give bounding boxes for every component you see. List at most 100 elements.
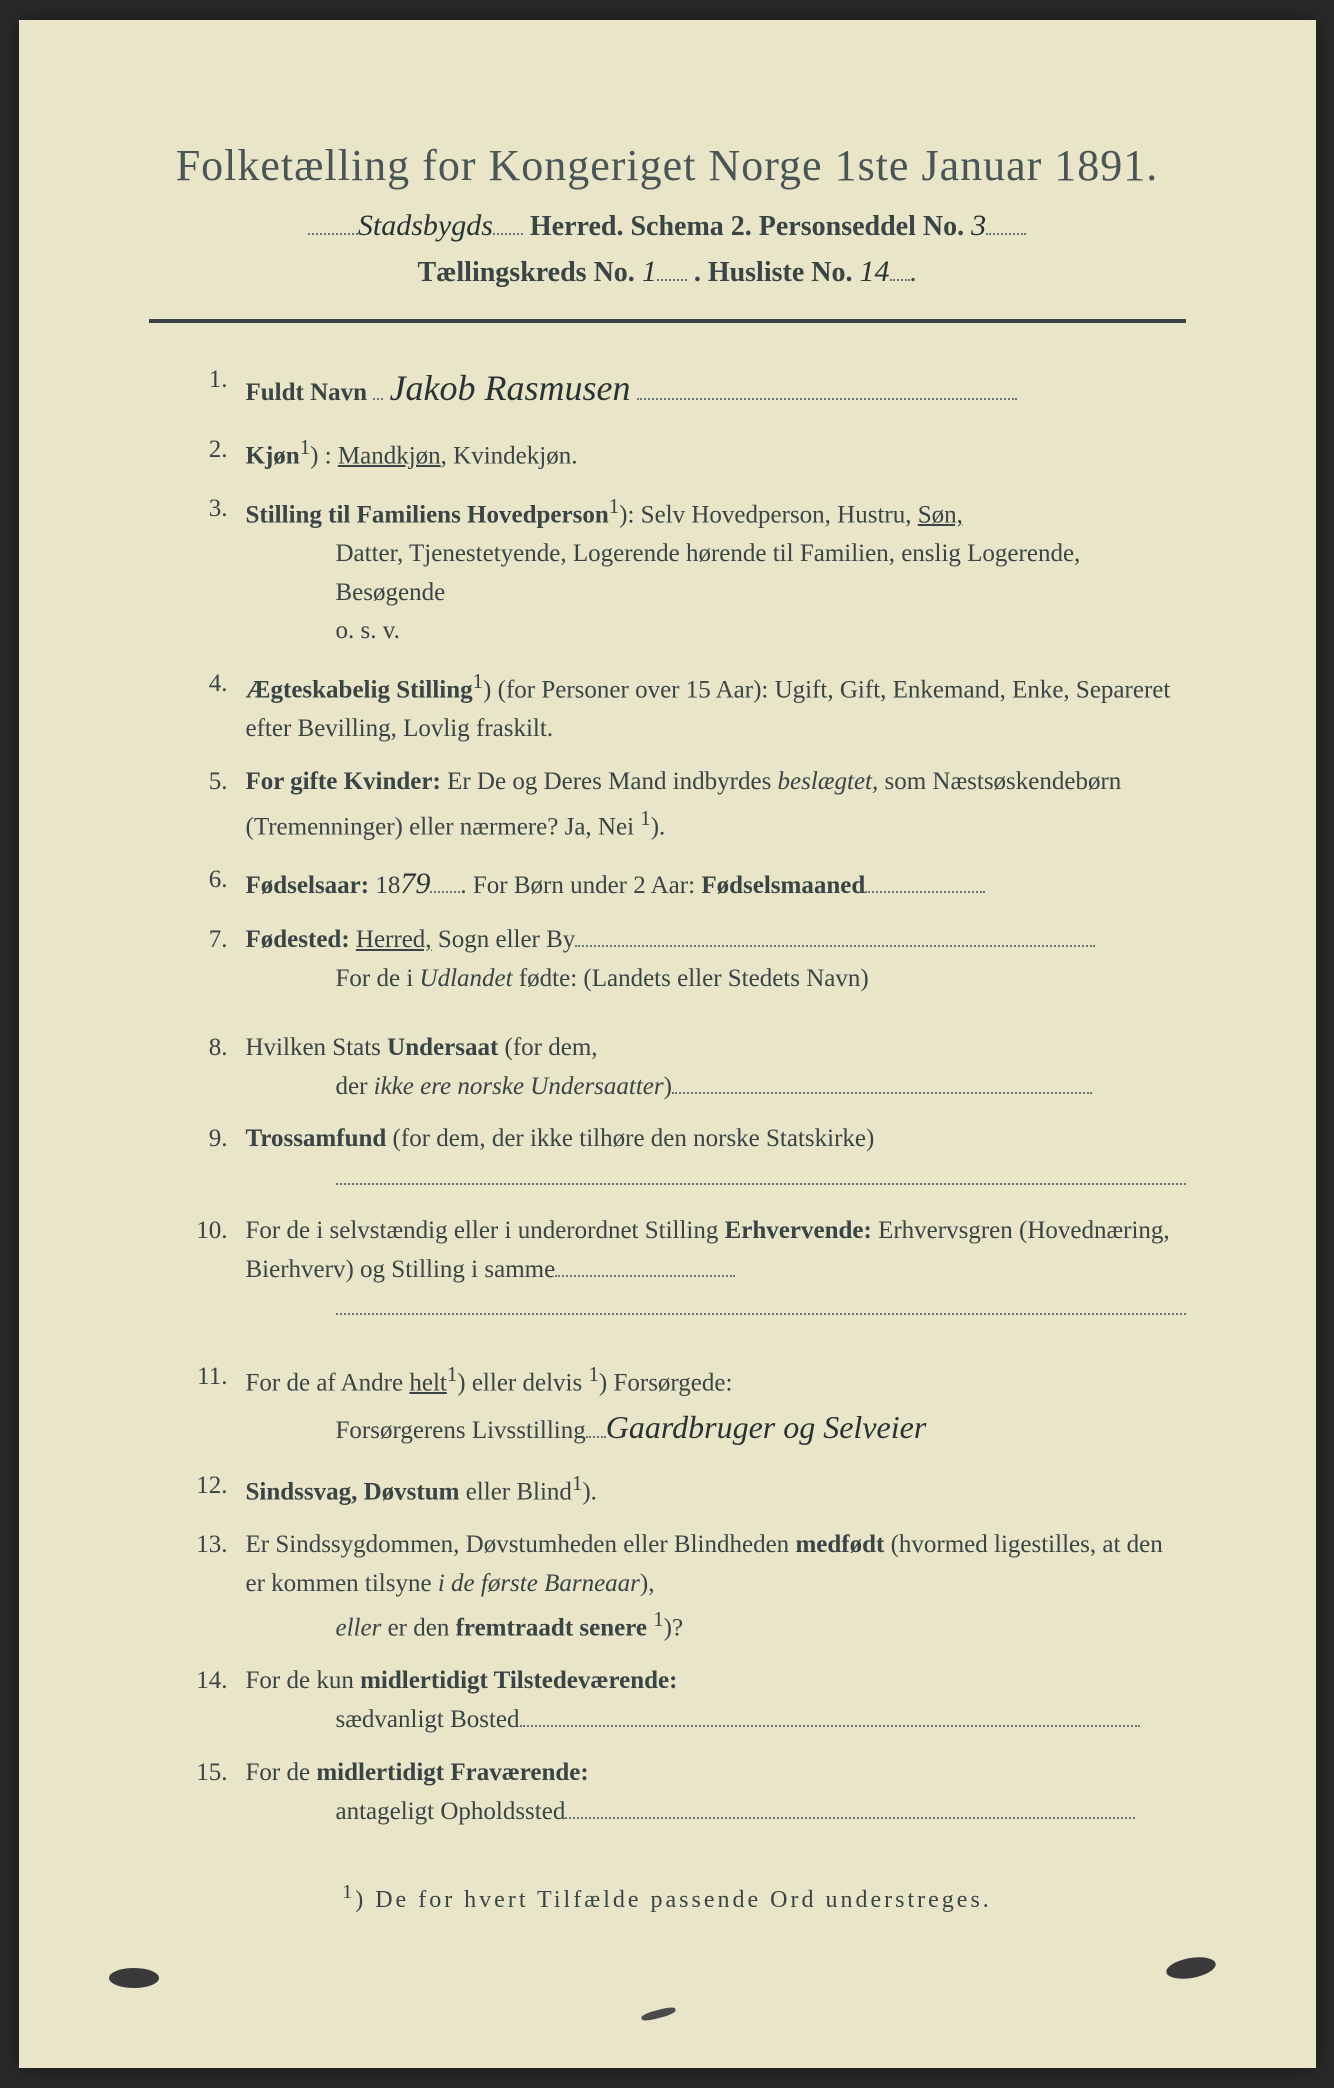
field-3: 3. Stilling til Familiens Hovedperson1):…: [194, 490, 1186, 651]
field-7-underlined: Herred,: [356, 926, 432, 953]
field-3-label: Stilling til Familiens Hovedperson: [246, 501, 609, 528]
field-6-text: . For Børn under 2 Aar:: [460, 872, 701, 899]
field-13-italic2: eller: [336, 1615, 382, 1642]
field-15: 15. For de midlertidigt Fraværende: anta…: [194, 1754, 1186, 1832]
field-8-sub2: ): [664, 1073, 672, 1100]
field-13-italic: i de første Barneaar: [438, 1570, 640, 1597]
field-2-label: Kjøn: [246, 442, 300, 469]
field-11-text-b: ) eller delvis: [457, 1369, 588, 1396]
field-number: 5.: [194, 763, 246, 802]
field-8-text-a: Hvilken Stats: [246, 1034, 388, 1061]
field-number: 8.: [194, 1029, 246, 1068]
taellingskreds-no: 1: [642, 255, 657, 288]
field-13-text-e: )?: [664, 1615, 683, 1642]
field-10-text-a: For de i selvstændig eller i underordnet…: [246, 1217, 725, 1244]
field-11: 11. For de af Andre helt1) eller delvis …: [194, 1358, 1186, 1453]
field-8-sub-italic: ikke ere norske Undersaatter: [374, 1073, 664, 1100]
field-3-text-b: Datter, Tjenestetyende, Logerende hørend…: [246, 535, 1186, 613]
field-number: 1.: [194, 361, 246, 400]
footnote: 1) De for hvert Tilfælde passende Ord un…: [149, 1881, 1186, 1914]
field-6: 6. Fødselsaar: 1879. For Børn under 2 Aa…: [194, 861, 1186, 908]
field-1-label: Fuldt Navn: [246, 379, 368, 406]
field-3-underlined: Søn,: [918, 501, 963, 528]
husliste-no: 14: [860, 255, 890, 288]
field-6-prefix: 18: [369, 872, 400, 899]
field-7-sub: For de i: [336, 965, 420, 992]
field-13: 13. Er Sindssygdommen, Døvstumheden elle…: [194, 1526, 1186, 1649]
field-12-bold: Sindssvag, Døvstum: [246, 1478, 460, 1505]
form-fields-list: 1. Fuldt Navn Jakob Rasmusen 2. Kjøn1) :…: [149, 361, 1186, 1831]
field-8-sub: der: [336, 1073, 374, 1100]
field-13-text-a: Er Sindssygdommen, Døvstumheden eller Bl…: [246, 1531, 796, 1558]
field-number: 13.: [194, 1526, 246, 1565]
field-8-text-b: (for dem,: [498, 1034, 597, 1061]
small-mark: [641, 2006, 677, 2023]
field-12-text: eller Blind: [459, 1478, 571, 1505]
field-1: 1. Fuldt Navn Jakob Rasmusen: [194, 361, 1186, 417]
field-8: 8. Hvilken Stats Undersaat (for dem, der…: [194, 1029, 1186, 1107]
field-11-sub: Forsørgerens Livsstilling: [336, 1417, 586, 1444]
field-13-text-c: ),: [640, 1570, 655, 1597]
field-11-value: Gaardbruger og Selveier: [606, 1409, 927, 1445]
subtitle-text: Herred. Schema 2. Personseddel No.: [530, 211, 964, 242]
field-2: 2. Kjøn1) : Mandkjøn, Kvindekjøn.: [194, 431, 1186, 476]
form-title: Folketælling for Kongeriget Norge 1ste J…: [149, 140, 1186, 191]
tear-mark-right: [1164, 1954, 1217, 1982]
field-9-bold: Trossamfund: [246, 1125, 387, 1152]
field-5-label: For gifte Kvinder:: [246, 768, 441, 795]
field-number: 6.: [194, 861, 246, 900]
field-5-italic: beslægtet,: [778, 768, 879, 795]
taellingskreds-label: Tællingskreds No.: [417, 257, 634, 288]
subtitle-line-1: Stadsbygds Herred. Schema 2. Personsedde…: [149, 209, 1186, 243]
field-14-sub: sædvanligt Bosted: [336, 1706, 520, 1733]
field-11-text-a: For de af Andre: [246, 1369, 410, 1396]
field-11-text-c: ) Forsørgede:: [599, 1369, 733, 1396]
husliste-label: . Husliste No.: [694, 257, 853, 288]
census-form-page: Folketælling for Kongeriget Norge 1ste J…: [19, 20, 1316, 2068]
footnote-sup: 1: [342, 1881, 355, 1903]
field-4: 4. Ægteskabelig Stilling1) (for Personer…: [194, 665, 1186, 749]
field-4-label: Ægteskabelig Stilling: [246, 677, 473, 704]
field-number: 7.: [194, 921, 246, 960]
field-number: 3.: [194, 490, 246, 529]
field-14: 14. For de kun midlertidigt Tilstedevære…: [194, 1662, 1186, 1740]
herred-name-handwritten: Stadsbygds: [358, 209, 493, 242]
field-7-sub2: fødte: (Landets eller Stedets Navn): [513, 965, 869, 992]
field-12: 12. Sindssvag, Døvstum eller Blind1).: [194, 1467, 1186, 1512]
field-13-bold: medfødt: [795, 1531, 884, 1558]
field-3-text-a: ): Selv Hovedperson, Hustru,: [619, 501, 918, 528]
field-15-text-a: For de: [246, 1759, 317, 1786]
field-15-sub: antageligt Opholdssted: [336, 1798, 566, 1825]
field-13-bold2: fremtraadt senere: [456, 1615, 647, 1642]
field-15-bold: midlertidigt Fraværende:: [316, 1759, 588, 1786]
field-1-value: Jakob Rasmusen: [390, 368, 631, 408]
field-10: 10. For de i selvstændig eller i underor…: [194, 1212, 1186, 1328]
field-number: 14.: [194, 1662, 246, 1701]
field-number: 12.: [194, 1467, 246, 1506]
subtitle-line-2: Tællingskreds No. 1 . Husliste No. 14.: [149, 255, 1186, 289]
divider: [149, 319, 1186, 323]
tear-mark-left: [109, 1968, 159, 1988]
footnote-text: ) De for hvert Tilfælde passende Ord und…: [355, 1887, 992, 1913]
field-number: 15.: [194, 1754, 246, 1793]
field-2-underlined: Mandkjøn: [338, 442, 441, 469]
field-7-text: Sogn eller By: [432, 926, 576, 953]
field-7: 7. Fødested: Herred, Sogn eller By For d…: [194, 921, 1186, 999]
field-3-text-c: o. s. v.: [246, 612, 1186, 651]
field-number: 4.: [194, 665, 246, 704]
field-5: 5. For gifte Kvinder: Er De og Deres Man…: [194, 763, 1186, 847]
field-10-bold: Erhvervende:: [725, 1217, 872, 1244]
field-5-text-a: Er De og Deres Mand indbyrdes: [447, 768, 777, 795]
field-6-bold2: Fødselsmaaned: [701, 872, 865, 899]
field-9-text: (for dem, der ikke tilhøre den norske St…: [386, 1125, 874, 1152]
field-14-text-a: For de kun: [246, 1667, 361, 1694]
field-7-label: Fødested:: [246, 926, 350, 953]
field-number: 11.: [194, 1358, 246, 1397]
field-number: 10.: [194, 1212, 246, 1251]
field-6-label: Fødselsaar:: [246, 872, 370, 899]
field-9: 9. Trossamfund (for dem, der ikke tilhør…: [194, 1120, 1186, 1198]
field-number: 2.: [194, 431, 246, 470]
field-14-bold: midlertidigt Tilstedeværende:: [360, 1667, 677, 1694]
field-8-bold: Undersaat: [387, 1034, 498, 1061]
field-11-u1: helt: [409, 1369, 447, 1396]
